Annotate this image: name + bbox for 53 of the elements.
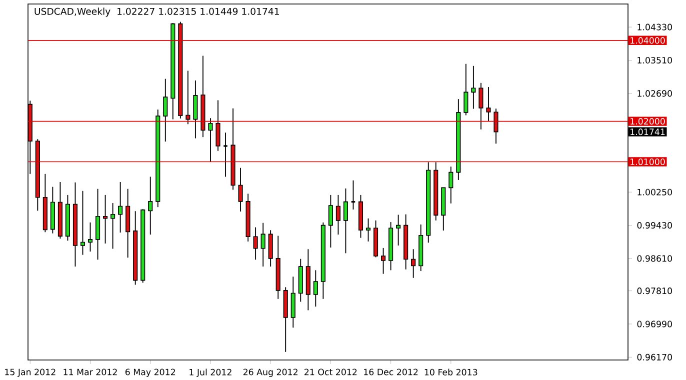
candlestick — [411, 248, 416, 278]
candlestick — [186, 70, 190, 125]
candlestick — [222, 132, 228, 178]
x-tick-label: 15 Jan 2012 — [5, 368, 56, 377]
candlestick — [95, 188, 100, 260]
y-tick-label: 0.99430 — [637, 222, 672, 229]
candlestick — [343, 188, 348, 254]
candlestick — [464, 63, 468, 116]
y-tick-label: 0.96170 — [637, 354, 672, 360]
candlestick — [118, 182, 123, 234]
candlestick — [88, 222, 93, 252]
x-tick-label: 16 Dec 2012 — [364, 368, 418, 376]
candlestick — [471, 65, 476, 110]
candlestick — [381, 247, 386, 274]
y-tick-label: 1.03510 — [638, 56, 672, 64]
y-tick-label: 0.96990 — [637, 320, 672, 328]
x-tick-label: 10 Feb 2013 — [424, 368, 478, 376]
candlestick — [260, 222, 266, 268]
candlestick — [103, 194, 108, 244]
candlestick — [328, 194, 333, 248]
x-tick-label: 1 Jul 2012 — [190, 368, 232, 378]
candlestick — [163, 78, 168, 142]
ref-line-label: 1.01000 — [630, 158, 665, 166]
ref-line-label: 1.04000 — [630, 37, 665, 44]
candlestick — [366, 218, 371, 242]
candlestick — [110, 202, 116, 250]
x-tick-label: 26 Aug 2012 — [243, 368, 298, 377]
text: 1.01741 — [630, 128, 665, 136]
candlestick — [494, 108, 498, 144]
candlestick — [336, 194, 340, 236]
chart-subtitle: 1.02227 1.02315 1.01449 1.01741 — [118, 8, 279, 15]
candlestick — [396, 214, 401, 246]
candlestick — [448, 166, 454, 204]
candlestick — [148, 176, 153, 236]
y-tick-label: 1.00250 — [638, 188, 672, 196]
x-tick-label: 21 Oct 2012 — [304, 368, 357, 376]
candlestick — [486, 86, 491, 122]
y-tick-label: 1.02690 — [638, 90, 672, 97]
candlestick — [80, 190, 86, 256]
y-tick-label: 0.98610 — [637, 255, 672, 262]
x-tick-label: 6 May 2012 — [125, 368, 175, 377]
ref-line-label: 1.02000 — [630, 118, 665, 125]
candlestick — [193, 80, 198, 139]
candlestick — [238, 167, 243, 212]
candlestick — [253, 226, 258, 260]
candlestick — [208, 118, 213, 162]
y-tick-label: 1.04330 — [638, 24, 672, 30]
x-tick-label: 11 Mar 2012 — [64, 368, 117, 376]
candlestick — [313, 270, 318, 308]
chart-title: USDCAD,Weekly — [34, 8, 110, 17]
candlestick — [478, 82, 484, 130]
y-tick-label: 0.97810 — [637, 288, 672, 294]
candlestick — [216, 100, 220, 152]
